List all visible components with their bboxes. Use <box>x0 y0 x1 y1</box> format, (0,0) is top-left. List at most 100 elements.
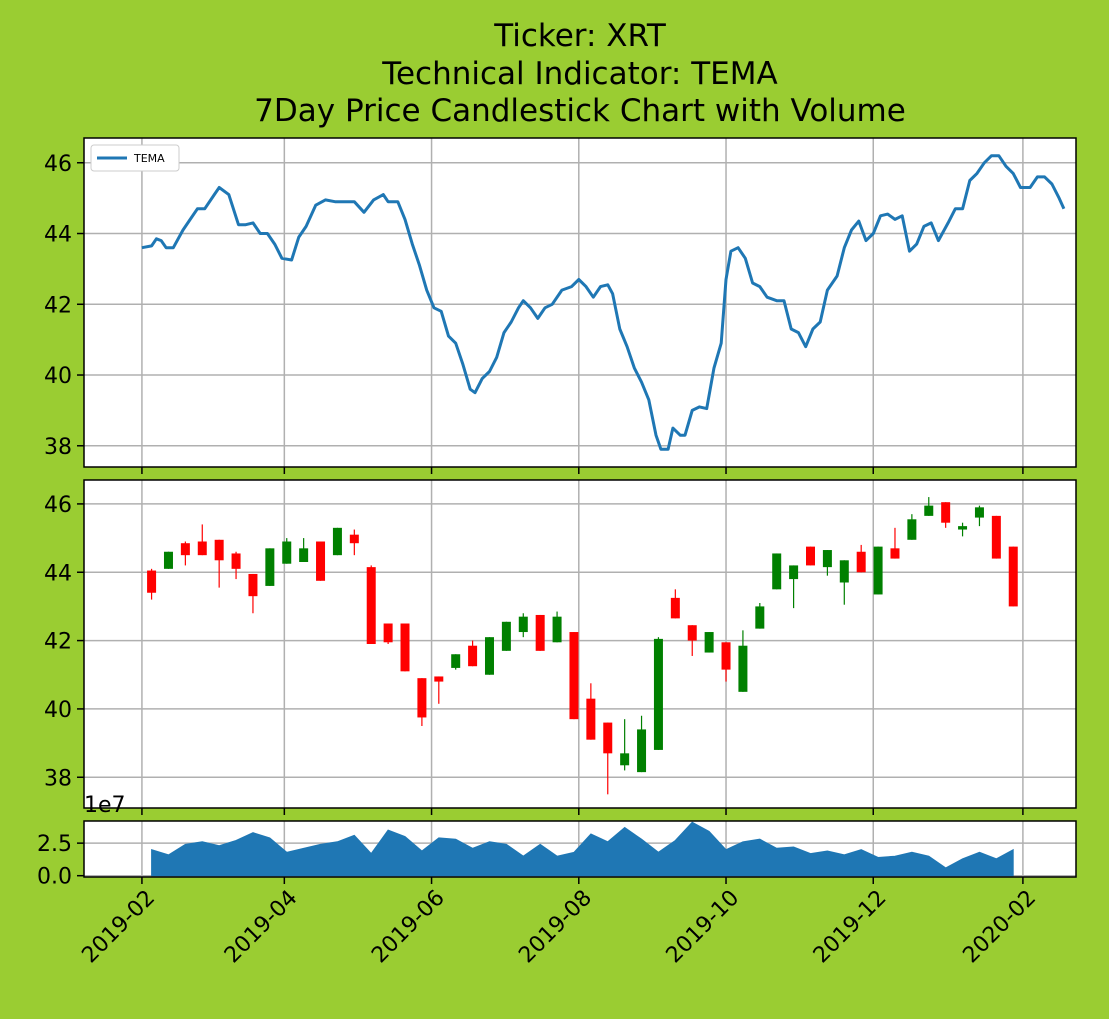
candle-18 <box>451 654 461 670</box>
candle-23 <box>535 614 545 651</box>
candle-body-10 <box>316 541 326 581</box>
candlestick-panel: 38 40 42 44 46 <box>44 479 1077 815</box>
candle-47 <box>941 502 951 528</box>
candle-body-14 <box>383 623 393 643</box>
candle-body-45 <box>907 519 917 540</box>
candle-body-28 <box>620 753 630 766</box>
candle-body-19 <box>468 645 478 667</box>
candle-50 <box>991 515 1001 559</box>
candle-body-43 <box>873 546 883 595</box>
candle-16 <box>417 678 427 726</box>
tema-y-tick-label-3: 44 <box>44 223 72 248</box>
candle-body-40 <box>822 550 832 568</box>
candlestick-y-tick-label-0: 38 <box>44 766 72 791</box>
candle-6 <box>248 573 258 614</box>
volume-plot-frame <box>83 820 1077 878</box>
candle-11 <box>332 527 342 556</box>
candle-3 <box>197 524 207 556</box>
volume-y-tick-label-0: 0.0 <box>37 865 72 890</box>
candle-44 <box>890 527 900 559</box>
candle-body-38 <box>789 565 799 580</box>
tema-plot-area <box>84 138 1076 467</box>
candlestick-x-ticks <box>141 808 1024 815</box>
title-line-3: 7Day Price Candlestick Chart with Volume <box>254 93 906 129</box>
candlestick-plot-frame <box>83 479 1077 809</box>
candle-39 <box>806 546 816 566</box>
candle-21 <box>501 621 511 651</box>
chart-title: Ticker: XRT Technical Indicator: TEMA 7D… <box>254 18 906 129</box>
candle-body-21 <box>501 621 511 651</box>
tema-line <box>141 154 1066 451</box>
candle-body-46 <box>924 505 934 516</box>
volume-y-tick-label-1: 2.5 <box>37 832 72 857</box>
volume-y-axis: 0.02.5 <box>37 832 84 890</box>
candle-body-0 <box>147 570 157 593</box>
candle-body-3 <box>197 541 207 556</box>
candle-32 <box>687 625 697 656</box>
candle-33 <box>704 632 714 653</box>
candle-body-16 <box>417 678 427 718</box>
candle-body-8 <box>282 541 292 564</box>
candlestick-series <box>147 497 1018 795</box>
candle-body-25 <box>569 632 579 720</box>
candle-body-6 <box>248 573 258 597</box>
candle-body-29 <box>637 729 647 773</box>
candle-7 <box>265 548 275 586</box>
candle-42 <box>856 544 866 573</box>
candlestick-y-tick-label-1: 40 <box>44 698 72 723</box>
candle-body-23 <box>535 614 545 651</box>
candle-body-27 <box>603 722 613 754</box>
candle-body-39 <box>806 546 816 566</box>
candle-35 <box>738 630 748 692</box>
candle-body-2 <box>180 543 190 556</box>
candle-51 <box>1008 546 1018 607</box>
candle-14 <box>383 623 393 644</box>
candle-19 <box>468 640 478 667</box>
candle-20 <box>484 637 494 675</box>
tema-y-tick-label-4: 46 <box>44 152 72 177</box>
candle-body-13 <box>366 567 376 644</box>
candle-45 <box>907 514 917 540</box>
candle-body-9 <box>299 548 309 562</box>
candle-2 <box>180 541 190 566</box>
candle-15 <box>400 623 410 672</box>
candle-27 <box>603 722 613 795</box>
candle-8 <box>282 538 292 564</box>
candlestick-y-tick-label-2: 42 <box>44 630 72 655</box>
candle-43 <box>873 546 883 595</box>
candle-body-44 <box>890 548 900 559</box>
tema-legend: TEMA <box>90 144 180 172</box>
volume-offset-label: 1e7 <box>84 793 126 818</box>
candle-body-37 <box>772 553 782 590</box>
candle-28 <box>620 719 630 771</box>
tema-y-tick-label-1: 40 <box>44 364 72 389</box>
candle-body-11 <box>332 527 342 556</box>
candle-24 <box>552 611 562 643</box>
candle-41 <box>839 560 849 605</box>
candle-body-42 <box>856 551 866 573</box>
candle-25 <box>569 632 579 720</box>
candle-22 <box>518 613 528 638</box>
volume-area <box>151 821 1014 877</box>
candle-body-30 <box>653 638 663 750</box>
tema-grid <box>84 138 1076 467</box>
candle-body-1 <box>163 551 173 569</box>
legend-entry-tema: TEMA <box>133 152 165 165</box>
candle-0 <box>147 568 157 600</box>
candle-13 <box>366 565 376 644</box>
candle-body-24 <box>552 616 562 643</box>
tema-y-tick-label-2: 42 <box>44 293 72 318</box>
candle-body-36 <box>755 606 765 629</box>
candlestick-plot-area <box>84 480 1076 808</box>
candle-49 <box>974 505 984 527</box>
title-line-2: Technical Indicator: TEMA <box>381 56 777 92</box>
candle-48 <box>958 522 968 537</box>
candle-body-17 <box>434 676 444 682</box>
candle-30 <box>653 637 663 750</box>
candle-body-31 <box>670 597 680 619</box>
tema-panel: 38 40 42 44 46 TEMA <box>44 137 1077 474</box>
legend-box <box>90 144 180 172</box>
candlestick-y-tick-label-4: 46 <box>44 493 72 518</box>
candle-37 <box>772 553 782 590</box>
